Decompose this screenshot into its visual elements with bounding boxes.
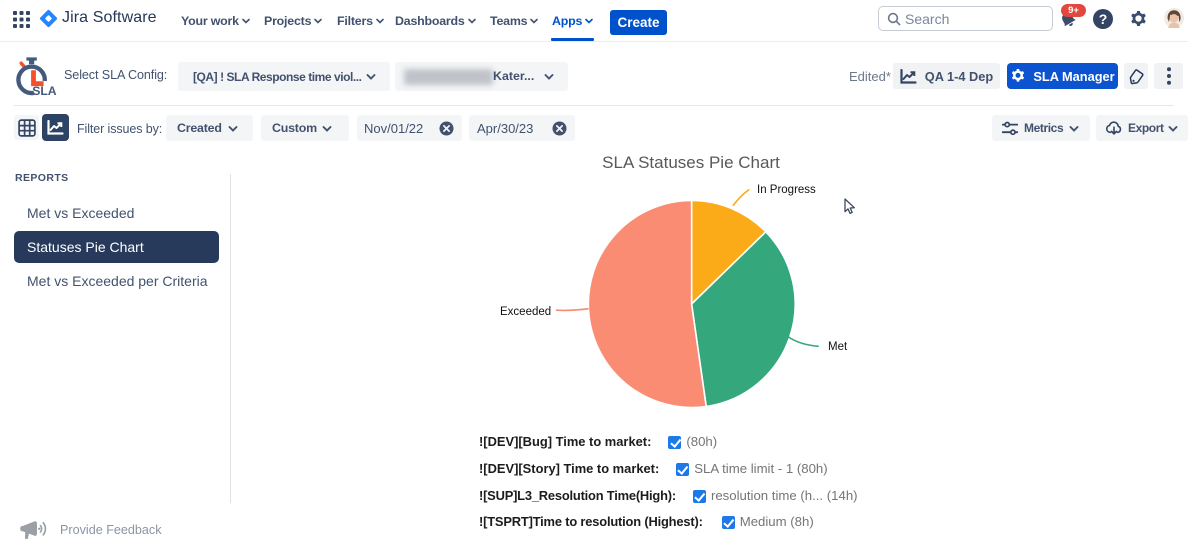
svg-text:SLA: SLA — [32, 84, 57, 98]
